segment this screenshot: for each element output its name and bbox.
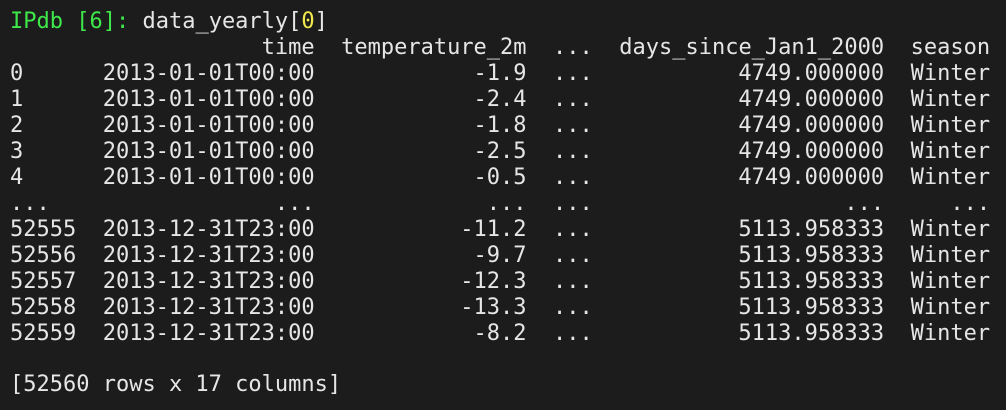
cell: 4749.000000 — [738, 113, 885, 138]
cell: Winter — [910, 61, 991, 86]
cell: Winter — [910, 295, 991, 320]
cell: ... — [553, 87, 593, 112]
row-index: 0 — [10, 61, 24, 86]
table-row: 1 2013-01-01T00:00 -2.4... 4749.000000 Winte… — [10, 87, 1006, 113]
cell: ... — [553, 269, 593, 294]
cell: 2013-12-31T23:00 — [102, 269, 315, 294]
cell: ... — [553, 243, 593, 268]
row-index: 52559 — [10, 321, 77, 346]
table-header: time temperature_2m... days_since_Jan1_200… — [10, 35, 1006, 61]
table-row: 0 2013-01-01T00:00 -1.9... 4749.000000 Winte… — [10, 61, 1006, 87]
prompt-label: IPdb [6]: — [10, 9, 130, 34]
command-arg: 0 — [301, 9, 315, 34]
cell: Winter — [910, 87, 991, 112]
row-index: 4 — [10, 165, 24, 190]
cell: -2.4 — [473, 87, 527, 112]
table-row: 3 2013-01-01T00:00 -2.5... 4749.000000 Winte… — [10, 139, 1006, 165]
cell: 2013-12-31T23:00 — [102, 295, 315, 320]
cell: 5113.958333 — [738, 269, 885, 294]
table-row: 52555 2013-12-31T23:00 -11.2... 5113.958333… — [10, 217, 1006, 243]
table-row: 4 2013-01-01T00:00 -0.5... 4749.000000 Winte… — [10, 165, 1006, 191]
cell: 5113.958333 — [738, 321, 885, 346]
cell: 2013-01-01T00:00 — [102, 165, 315, 190]
cell: ... — [553, 295, 593, 320]
cell: 5113.958333 — [738, 217, 885, 242]
cell: 2013-01-01T00:00 — [102, 139, 315, 164]
cell: ... — [553, 165, 593, 190]
cell: ... — [553, 139, 593, 164]
cell: Winter — [910, 321, 991, 346]
cell: ... — [553, 191, 593, 216]
cell: -9.7 — [473, 243, 527, 268]
cell: ... — [950, 191, 991, 216]
cell: -8.2 — [473, 321, 527, 346]
spacer — [10, 347, 1006, 372]
row-index: 52558 — [10, 295, 77, 320]
cell: Winter — [910, 113, 991, 138]
row-index: ... — [10, 191, 50, 216]
cell: -13.3 — [460, 295, 527, 320]
cell: Winter — [910, 269, 991, 294]
cell: ... — [486, 191, 527, 216]
cell: ... — [553, 321, 593, 346]
table-row: 2 2013-01-01T00:00 -1.8... 4749.000000 Winte… — [10, 113, 1006, 139]
cell: 2013-01-01T00:00 — [102, 87, 315, 112]
row-index: 3 — [10, 139, 24, 164]
cell: 4749.000000 — [738, 165, 885, 190]
table-row: 52559 2013-12-31T23:00 -8.2... 5113.958333 W… — [10, 321, 1006, 347]
table-row: 52558 2013-12-31T23:00 -13.3... 5113.958333… — [10, 295, 1006, 321]
cell: -11.2 — [460, 217, 527, 242]
row-index: 2 — [10, 113, 24, 138]
row-index: 52556 — [10, 243, 77, 268]
cell: Winter — [910, 139, 991, 164]
table-row: 52556 2013-12-31T23:00 -9.7... 5113.958333 W… — [10, 243, 1006, 269]
cell: Winter — [910, 243, 991, 268]
cell: ... — [553, 113, 593, 138]
row-index: 52557 — [10, 269, 77, 294]
cell: 4749.000000 — [738, 61, 885, 86]
output-table: time temperature_2m... days_since_Jan1_200… — [10, 35, 1006, 347]
cell: ... — [553, 61, 593, 86]
command-close: ] — [314, 9, 328, 34]
column-header: time — [261, 35, 315, 60]
cell: Winter — [910, 217, 991, 242]
prompt-line: IPdb [6]: data_yearly[0] — [10, 9, 1006, 35]
cell: 2013-12-31T23:00 — [102, 217, 315, 242]
cell: 5113.958333 — [738, 295, 885, 320]
cell: Winter — [910, 165, 991, 190]
cell: -1.9 — [473, 61, 527, 86]
cell: 2013-12-31T23:00 — [102, 243, 315, 268]
column-header: ... — [553, 35, 593, 60]
cell: ... — [553, 217, 593, 242]
column-header: temperature_2m — [341, 35, 527, 60]
table-row: 52557 2013-12-31T23:00 -12.3... 5113.958333… — [10, 269, 1006, 295]
cell: -1.8 — [473, 113, 527, 138]
cell: 2013-01-01T00:00 — [102, 113, 315, 138]
column-header: season — [910, 35, 991, 60]
cell: ... — [844, 191, 885, 216]
cell: 5113.958333 — [738, 243, 885, 268]
row-index: 52555 — [10, 217, 77, 242]
row-index: 1 — [10, 87, 24, 112]
cell: -0.5 — [473, 165, 527, 190]
footer: [52560 rows x 17 columns] — [10, 372, 342, 397]
cell: 2013-01-01T00:00 — [102, 61, 315, 86]
cell: 4749.000000 — [738, 139, 885, 164]
command: data_yearly[ — [142, 9, 302, 34]
cell: ... — [274, 191, 315, 216]
table-row: .................. — [10, 191, 1006, 217]
cell: -12.3 — [460, 269, 527, 294]
cell: 4749.000000 — [738, 87, 885, 112]
cell: 2013-12-31T23:00 — [102, 321, 315, 346]
cell: -2.5 — [473, 139, 527, 164]
column-header: days_since_Jan1_2000 — [619, 35, 885, 60]
